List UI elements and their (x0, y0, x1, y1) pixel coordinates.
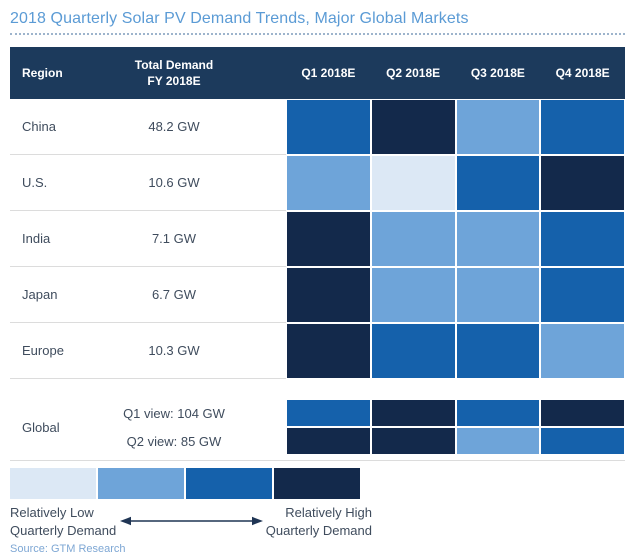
header-q1: Q1 2018E (301, 65, 356, 80)
legend-swatch (10, 468, 96, 499)
legend-low-label: Relatively Low Quarterly Demand (10, 504, 116, 540)
row-spacer (228, 155, 286, 211)
row-spacer (228, 99, 286, 155)
total-demand-value: 10.6 GW (120, 155, 228, 211)
region-label: Europe (10, 323, 120, 379)
table-row-europe: Europe 10.3 GW (10, 323, 625, 379)
heat-cell (370, 211, 456, 267)
table-bottom-divider (10, 460, 625, 461)
table-row-india: India 7.1 GW (10, 211, 625, 267)
legend-low-line1: Relatively Low (10, 505, 94, 520)
heat-cell (540, 155, 625, 211)
region-label: Japan (10, 267, 120, 323)
heat-cell (370, 155, 456, 211)
heat-cell (286, 155, 371, 211)
heat-cell (540, 99, 625, 155)
heat-cell (286, 99, 371, 155)
legend-scale (10, 468, 362, 499)
heat-cell (540, 267, 625, 323)
total-demand-value: 48.2 GW (120, 99, 228, 155)
heat-cell (455, 323, 541, 379)
heat-cell (286, 399, 371, 427)
heat-cell (455, 155, 541, 211)
heat-cell (455, 99, 541, 155)
heat-cell (455, 211, 541, 267)
title-divider (10, 33, 625, 35)
heat-cell (540, 399, 625, 427)
table-row-japan: Japan 6.7 GW (10, 267, 625, 323)
total-demand-value: 7.1 GW (120, 211, 228, 267)
legend-low-line2: Quarterly Demand (10, 523, 117, 538)
heat-cell (286, 211, 371, 267)
heat-cell (540, 323, 625, 379)
heat-cell (370, 427, 456, 455)
region-label: U.S. (10, 155, 120, 211)
heat-cell (455, 267, 541, 323)
row-spacer (228, 427, 286, 455)
heat-cell (455, 427, 541, 455)
heat-cell (286, 323, 371, 379)
heatmap-table: Region Total Demand FY 2018E Q1 2018E Q2… (10, 47, 625, 455)
table-header-row: Region Total Demand FY 2018E Q1 2018E Q2… (10, 47, 625, 99)
header-q2: Q2 2018E (386, 65, 441, 80)
heat-cell (455, 399, 541, 427)
heat-cell (370, 99, 456, 155)
heat-cell (370, 399, 456, 427)
region-label: India (10, 211, 120, 267)
heat-cell (370, 323, 456, 379)
global-q2-view-label: Q2 view: 85 GW (120, 427, 228, 455)
chart-title: 2018 Quarterly Solar PV Demand Trends, M… (10, 10, 469, 27)
row-spacer (228, 211, 286, 267)
legend-high-line1: Relatively High (285, 505, 372, 520)
legend-high-line2: Quarterly Demand (265, 523, 372, 538)
global-section: Global Q1 view: 104 GW Q2 view: 85 GW (10, 399, 625, 455)
heat-cell (370, 267, 456, 323)
heat-cell (286, 427, 371, 455)
heat-cell (286, 267, 371, 323)
table-row-china: China 48.2 GW (10, 99, 625, 155)
row-spacer (228, 267, 286, 323)
global-q1-view-label: Q1 view: 104 GW (120, 399, 228, 427)
header-region: Region (22, 65, 63, 80)
table-row-us: U.S. 10.6 GW (10, 155, 625, 211)
header-total-demand: Total Demand FY 2018E (134, 57, 214, 88)
header-spacer (228, 47, 286, 99)
heat-cell (540, 427, 625, 455)
global-label: Global (10, 399, 120, 455)
row-spacer (228, 323, 286, 379)
legend-swatch (274, 468, 360, 499)
region-label: China (10, 99, 120, 155)
heat-cell (540, 211, 625, 267)
legend-labels: Relatively Low Quarterly Demand Relative… (10, 504, 372, 540)
header-q3: Q3 2018E (470, 65, 525, 80)
range-arrow-icon (119, 513, 264, 534)
header-q4: Q4 2018E (555, 65, 610, 80)
legend-high-label: Relatively High Quarterly Demand (266, 504, 372, 540)
total-demand-value: 6.7 GW (120, 267, 228, 323)
legend-swatch (186, 468, 272, 499)
total-demand-value: 10.3 GW (120, 323, 228, 379)
source-credit: Source: GTM Research (10, 543, 126, 555)
row-spacer (228, 399, 286, 427)
legend-swatch (98, 468, 184, 499)
